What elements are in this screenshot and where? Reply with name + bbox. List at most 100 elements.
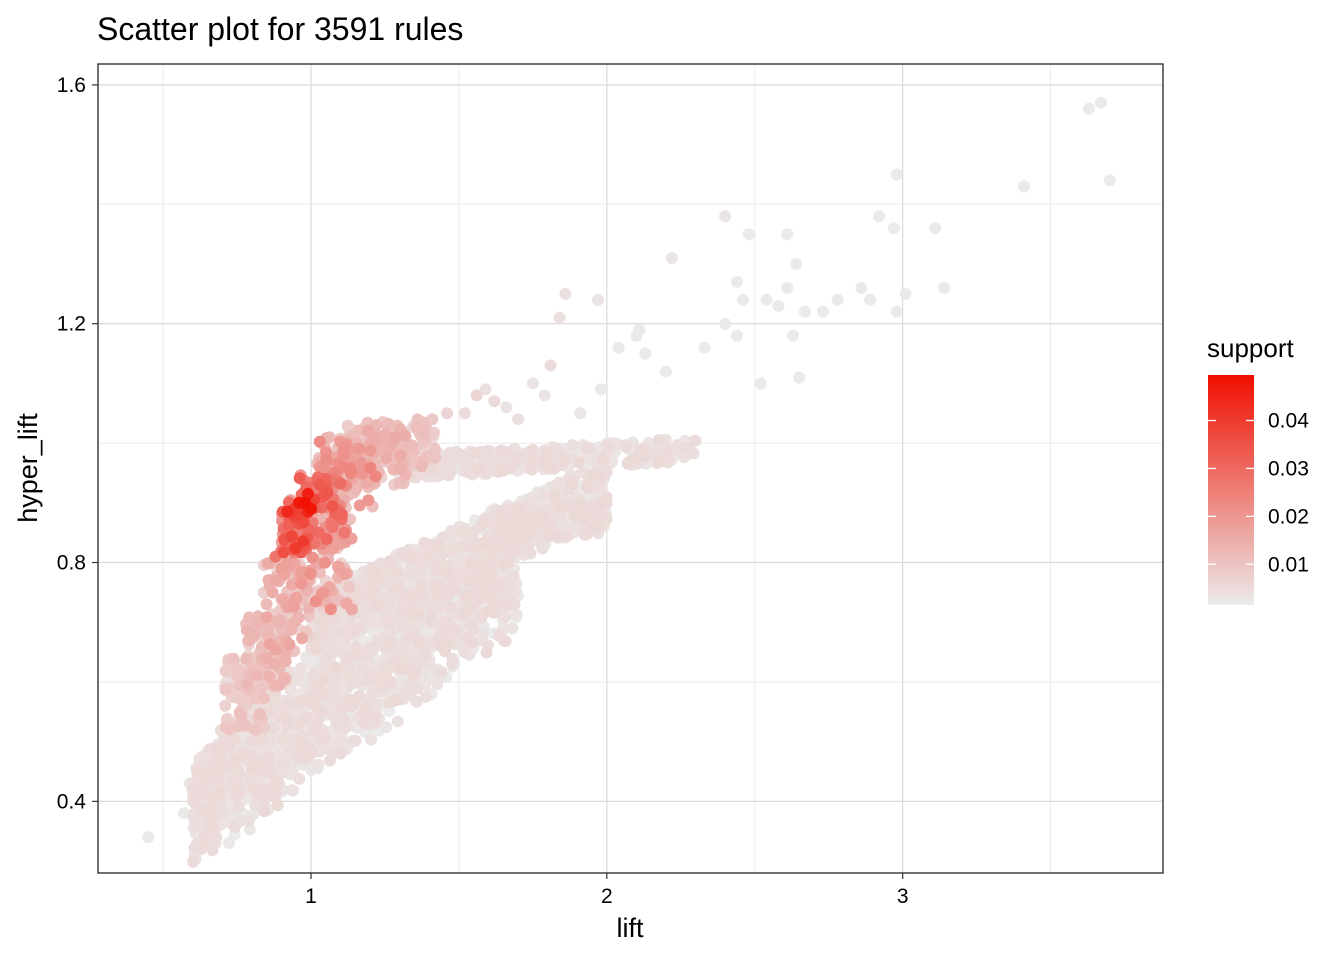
data-point [315, 733, 328, 746]
data-point [462, 575, 475, 588]
data-point [263, 620, 276, 633]
data-point [938, 281, 951, 294]
data-point [373, 681, 386, 694]
data-point [334, 747, 347, 760]
data-point [307, 698, 320, 711]
data-point [263, 670, 276, 683]
data-point [557, 455, 570, 467]
data-point [259, 783, 272, 796]
data-point [361, 569, 374, 582]
data-point [362, 673, 375, 686]
data-point [233, 706, 246, 719]
data-point [227, 652, 240, 665]
data-point [261, 557, 274, 570]
data-point [482, 604, 495, 617]
data-point [416, 427, 429, 440]
data-point [512, 522, 525, 535]
data-point [338, 526, 351, 539]
data-point [333, 734, 346, 747]
data-point [544, 359, 557, 372]
data-point [266, 586, 279, 599]
data-point [467, 446, 480, 459]
data-point [486, 546, 499, 559]
data-point [381, 617, 394, 630]
data-point [553, 500, 566, 512]
data-point [299, 496, 312, 509]
data-point [330, 673, 343, 685]
data-point [414, 635, 426, 648]
data-point [434, 598, 447, 611]
data-point [359, 701, 372, 714]
data-point [441, 407, 454, 420]
data-point [544, 519, 557, 531]
data-point [501, 598, 514, 611]
data-point [368, 585, 381, 598]
data-point [326, 500, 339, 513]
data-point [329, 713, 342, 726]
data-point [574, 407, 587, 420]
data-point [405, 685, 418, 698]
data-point [397, 619, 410, 632]
data-point [320, 453, 333, 466]
data-point [612, 341, 625, 354]
data-point [391, 715, 404, 728]
data-point [215, 751, 228, 764]
data-point [321, 486, 334, 499]
y-tick-label: 0.4 [57, 790, 87, 813]
data-point [463, 619, 476, 632]
data-point [264, 767, 277, 780]
data-point [579, 528, 591, 541]
data-point [511, 503, 524, 516]
data-point [271, 799, 284, 812]
data-point [276, 733, 289, 745]
data-point [488, 395, 501, 408]
data-point [217, 806, 230, 819]
data-point [300, 651, 313, 664]
data-point [660, 365, 672, 378]
data-point [405, 439, 418, 452]
data-point [326, 521, 339, 534]
data-point [431, 678, 444, 691]
data-point [282, 712, 295, 725]
data-point [440, 628, 453, 641]
data-point [343, 581, 355, 594]
data-point [1094, 96, 1107, 109]
data-point [297, 694, 310, 707]
data-point [282, 698, 294, 711]
data-point [855, 281, 868, 294]
data-point [393, 582, 406, 595]
data-point [799, 305, 811, 318]
data-point [255, 682, 268, 694]
data-point [543, 462, 556, 475]
data-point [435, 666, 448, 678]
data-point [313, 435, 326, 448]
data-point [410, 695, 423, 708]
data-point [269, 777, 282, 790]
data-point [495, 464, 508, 476]
data-point [289, 542, 302, 554]
data-point [580, 442, 593, 455]
data-point [526, 444, 539, 457]
data-point [320, 653, 333, 666]
data-point [399, 429, 411, 442]
data-point [286, 530, 298, 543]
data-point [466, 636, 479, 649]
data-point [449, 584, 462, 596]
data-point [380, 721, 393, 734]
legend-ticks: 0.01 0.02 0.03 0.04 [1208, 410, 1309, 576]
data-point [253, 708, 266, 721]
data-point [559, 287, 572, 300]
data-point [731, 275, 743, 288]
data-point [495, 539, 508, 552]
data-point [639, 347, 652, 360]
data-point [419, 690, 432, 703]
data-point [460, 590, 473, 603]
data-point [232, 784, 245, 797]
data-point [374, 557, 387, 570]
data-point [295, 565, 308, 578]
data-point [318, 688, 330, 701]
data-point [719, 317, 732, 330]
data-point [736, 293, 749, 306]
data-point [550, 479, 563, 492]
